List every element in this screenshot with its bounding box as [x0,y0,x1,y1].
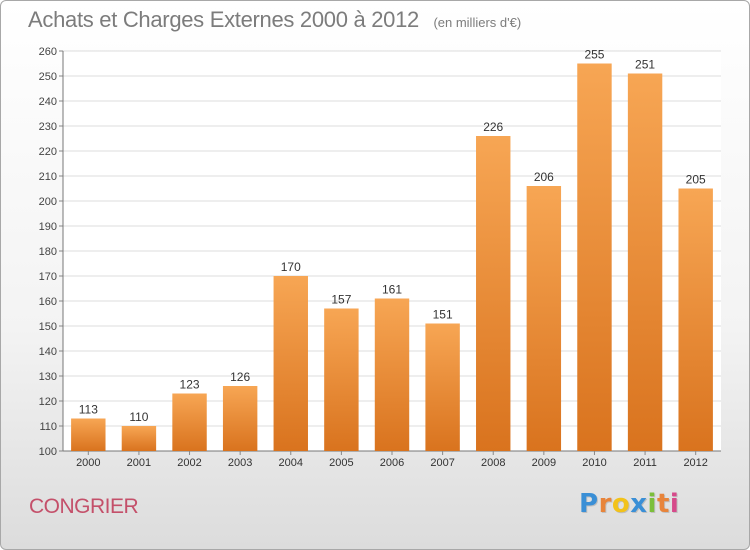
logo-letter: r [598,489,612,519]
bar-2005 [324,308,359,451]
bar-2009 [526,186,562,451]
logo-letter: o [611,489,631,519]
bar-2006 [374,298,410,451]
data-label-2011: 251 [635,58,655,72]
logo-letter: i [669,489,680,519]
data-label-2010: 255 [584,48,604,62]
logo-letter: t [656,489,670,519]
x-tick-label-2012: 2012 [683,457,707,469]
y-tick-label: 100 [39,446,57,458]
y-tick-label: 220 [39,146,57,158]
bar-2007 [425,323,460,451]
data-label-2001: 110 [129,410,148,424]
data-label-2003: 126 [230,370,250,384]
y-tick-label: 200 [39,196,57,208]
y-tick-label: 180 [39,246,57,258]
data-label-2000: 113 [79,403,98,417]
data-label-2006: 161 [382,283,402,297]
bar-2012 [678,188,713,451]
x-tick-label-2002: 2002 [177,457,201,469]
y-tick-label: 250 [39,71,57,83]
bar-2010 [577,63,612,451]
y-tick-label: 140 [39,346,57,358]
y-tick-label: 150 [39,321,57,333]
y-tick-label: 120 [39,396,57,408]
bar-2004 [273,276,308,451]
logo-letter: P [579,489,599,519]
x-tick-label-2005: 2005 [329,457,353,469]
y-tick-label: 260 [39,46,57,58]
x-tick-label-2001: 2001 [127,457,151,469]
data-label-2012: 205 [686,173,706,187]
y-tick-label: 210 [39,171,57,183]
x-tick-label-2007: 2007 [430,457,454,469]
y-tick-label: 190 [39,221,57,233]
bar-2008 [476,136,511,451]
bar-2003 [222,386,258,451]
y-tick-label: 170 [39,271,57,283]
chart-title: Achats et Charges Externes 2000 à 2012 [28,7,419,32]
x-tick-label-2009: 2009 [532,457,556,469]
y-tick-label: 160 [39,296,57,308]
x-tick-label-2003: 2003 [228,457,252,469]
bar-2001 [121,426,157,451]
x-tick-label-2004: 2004 [279,457,303,469]
logo-letter: x [630,489,648,519]
x-tick-label-2000: 2000 [76,457,100,469]
data-label-2009: 206 [534,170,554,184]
data-label-2007: 151 [433,308,453,322]
data-label-2008: 226 [483,120,503,134]
x-tick-label-2011: 2011 [633,457,657,469]
commune-name: CONGRIER [29,495,139,518]
bar-2000 [71,418,106,451]
x-tick-label-2006: 2006 [380,457,404,469]
data-label-2005: 157 [331,293,351,307]
title-row: Achats et Charges Externes 2000 à 2012 (… [28,7,521,33]
logo-letter: i [647,489,657,519]
x-tick-label-2008: 2008 [481,457,505,469]
y-tick-label: 110 [39,421,57,433]
bar-2002 [172,393,207,451]
y-tick-label: 240 [39,96,57,108]
proxiti-logo: Proxiti [579,489,679,519]
chart-unit-label: (en milliers d'€) [433,15,522,30]
data-label-2002: 123 [180,378,200,392]
y-tick-label: 230 [39,121,57,133]
bar-2011 [627,73,663,451]
data-label-2004: 170 [281,260,301,274]
y-tick-label: 130 [39,371,57,383]
x-tick-label-2010: 2010 [582,457,606,469]
